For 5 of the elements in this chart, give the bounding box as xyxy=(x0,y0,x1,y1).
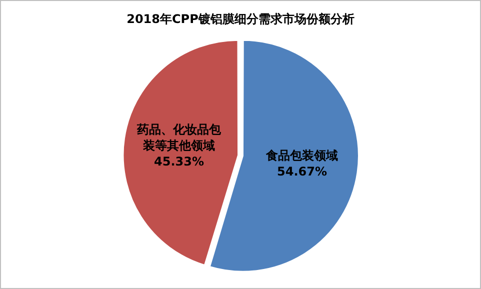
data-label: 45.33% xyxy=(154,154,204,169)
data-label: 54.67% xyxy=(276,164,327,179)
slice-label: 食品包装领域 xyxy=(264,148,338,163)
chart-title: 2018年CPP镀铝膜细分需求市场份额分析 xyxy=(126,11,356,28)
slice-label: 药品、化妆品包装等其他领域 xyxy=(136,122,222,153)
